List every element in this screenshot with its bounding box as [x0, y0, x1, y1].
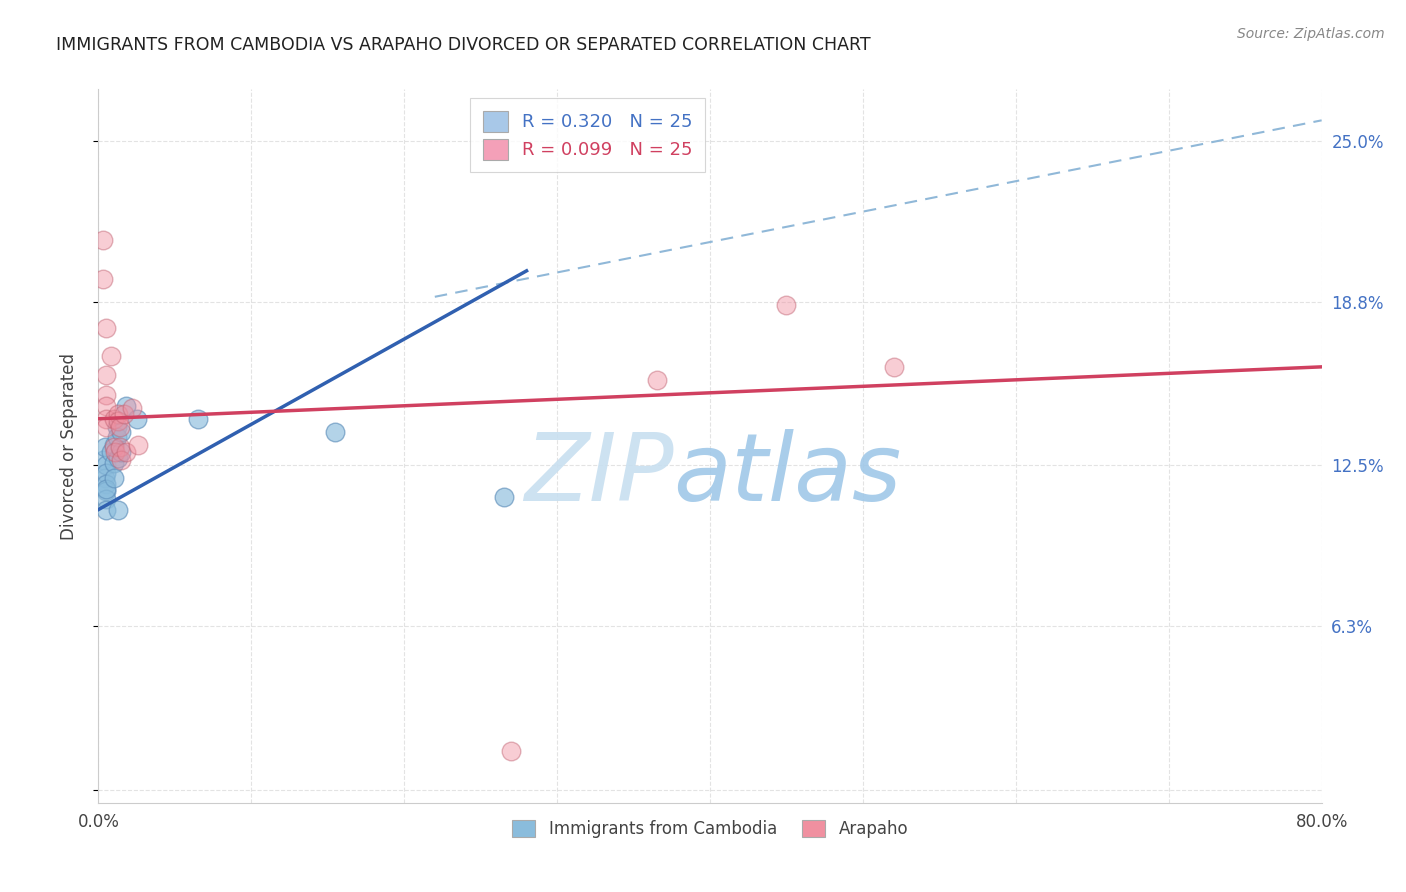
- Point: [121, 401, 143, 416]
- Point: [94, 482, 117, 496]
- Point: [883, 359, 905, 374]
- Point: [93, 440, 115, 454]
- Point: [125, 411, 148, 425]
- Point: [492, 490, 515, 504]
- Point: [100, 445, 122, 459]
- Point: [103, 411, 125, 425]
- Point: [110, 425, 132, 439]
- Point: [94, 476, 117, 491]
- Point: [93, 471, 115, 485]
- Y-axis label: Divorced or Separated: Divorced or Separated: [59, 352, 77, 540]
- Point: [127, 438, 149, 452]
- Text: ZIP: ZIP: [523, 429, 673, 520]
- Point: [103, 456, 125, 470]
- Point: [94, 458, 117, 473]
- Text: IMMIGRANTS FROM CAMBODIA VS ARAPAHO DIVORCED OR SEPARATED CORRELATION CHART: IMMIGRANTS FROM CAMBODIA VS ARAPAHO DIVO…: [56, 36, 870, 54]
- Point: [94, 399, 117, 413]
- Point: [645, 373, 668, 387]
- Point: [107, 502, 129, 516]
- Point: [94, 484, 117, 499]
- Point: [104, 445, 127, 459]
- Point: [107, 407, 129, 421]
- Point: [110, 453, 132, 467]
- Point: [94, 492, 117, 507]
- Point: [105, 419, 128, 434]
- Point: [112, 407, 135, 421]
- Point: [108, 440, 131, 454]
- Point: [94, 368, 117, 382]
- Point: [775, 297, 797, 311]
- Legend: Immigrants from Cambodia, Arapaho: Immigrants from Cambodia, Arapaho: [505, 813, 915, 845]
- Point: [325, 425, 347, 439]
- Point: [94, 419, 117, 434]
- Text: Source: ZipAtlas.com: Source: ZipAtlas.com: [1237, 27, 1385, 41]
- Point: [103, 471, 125, 485]
- Point: [103, 440, 125, 454]
- Point: [94, 502, 117, 516]
- Point: [91, 233, 114, 247]
- Point: [100, 350, 122, 364]
- Point: [501, 744, 523, 758]
- Point: [115, 399, 138, 413]
- Point: [91, 453, 114, 467]
- Point: [115, 445, 138, 459]
- Point: [94, 411, 117, 425]
- Point: [103, 438, 125, 452]
- Point: [107, 450, 129, 465]
- Point: [187, 411, 209, 425]
- Point: [94, 467, 117, 481]
- Text: atlas: atlas: [673, 429, 901, 520]
- Point: [110, 445, 132, 459]
- Point: [107, 414, 129, 428]
- Point: [105, 430, 128, 444]
- Point: [108, 419, 131, 434]
- Point: [94, 321, 117, 335]
- Point: [94, 388, 117, 402]
- Point: [91, 271, 114, 285]
